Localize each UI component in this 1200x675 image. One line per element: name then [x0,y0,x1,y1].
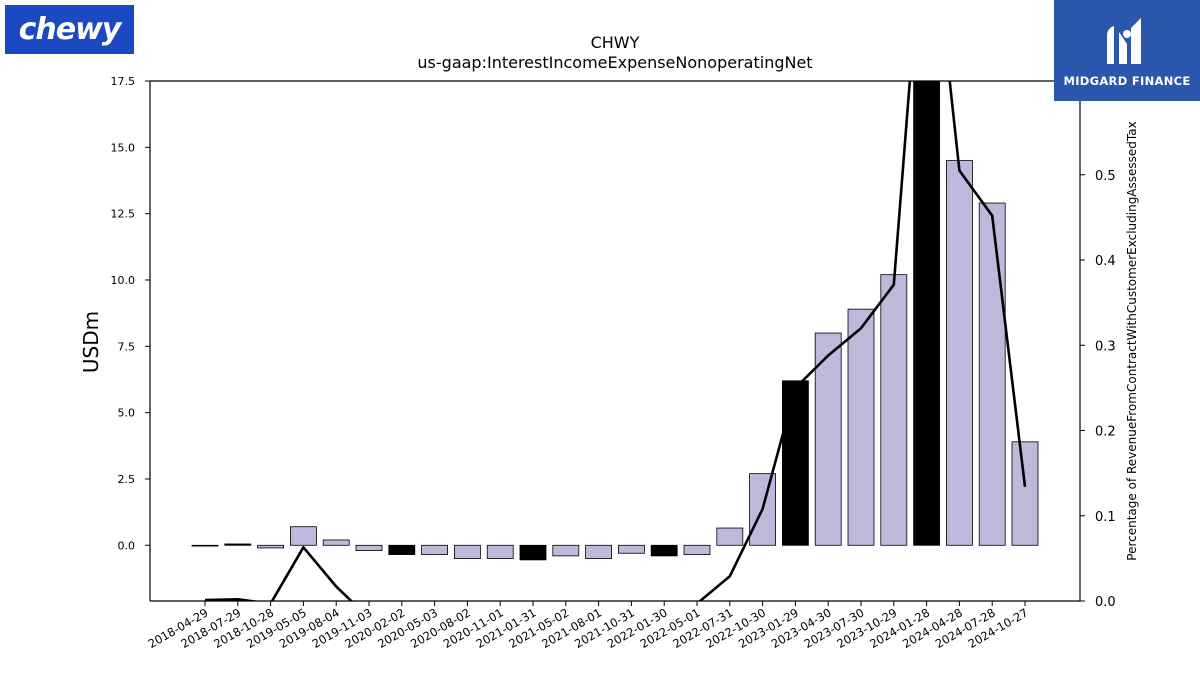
bar [453,544,481,559]
bar [322,539,350,546]
bar [519,544,547,561]
midgard-logo-text: MIDGARD FINANCE [1063,73,1191,88]
bar [650,544,678,557]
y-right-tick-label: 0.5 [1095,169,1116,184]
y-tick-label: 5.0 [118,407,136,420]
chewy-logo: chewy [5,5,134,54]
bar [486,544,514,559]
bar [618,544,645,554]
y-right-tick-label: 0.0 [1095,595,1116,610]
bars-group [191,81,1039,561]
series-line [204,81,1027,601]
bar [585,544,612,559]
chewy-logo-text: chewy [18,12,122,47]
bar [224,543,252,546]
bar [552,544,580,557]
bar [814,332,842,546]
bar [913,81,940,546]
y-tick-label: 7.5 [118,340,136,353]
bar [782,380,809,546]
bar [946,160,973,546]
chart-subtitle: us-gaap:InterestIncomeExpenseNonoperatin… [417,53,812,72]
y-right-tick-label: 0.4 [1095,254,1116,269]
chart-title: CHWY [591,33,640,52]
midgard-finance-logo: MIDGARD FINANCE [1054,0,1200,101]
bar [191,544,219,547]
bar [683,544,711,555]
y-tick-label: 15.0 [111,141,136,154]
bar [355,544,383,551]
y-right-tick-label: 0.3 [1095,339,1116,354]
y-tick-label: 12.5 [111,208,136,221]
y-axis-right-label: Percentage of RevenueFromContractWithCus… [1125,121,1139,560]
midgard-logo-icon [1107,17,1141,64]
bar [978,202,1006,546]
plot-area: 0.0 2.5 5.0 7.5 10.0 12.5 15.0 17.5 0.0 0.1 0.2 0.3… [111,75,1116,651]
bar [847,308,875,546]
bar [880,274,908,546]
y-axis-label: USDm [79,311,103,373]
bar [289,526,317,546]
bar [1011,441,1039,546]
bar [716,527,744,546]
y-tick-label: 2.5 [118,473,136,486]
bar [257,544,285,549]
bar [388,544,416,555]
line-group [204,81,1027,601]
y-tick-label: 17.5 [111,75,136,88]
y-tick-label: 10.0 [111,274,136,287]
y-tick-label: 0.0 [118,539,136,552]
bar [421,544,449,555]
y-right-tick-label: 0.2 [1095,425,1116,440]
y-right-tick-label: 0.1 [1095,510,1116,525]
